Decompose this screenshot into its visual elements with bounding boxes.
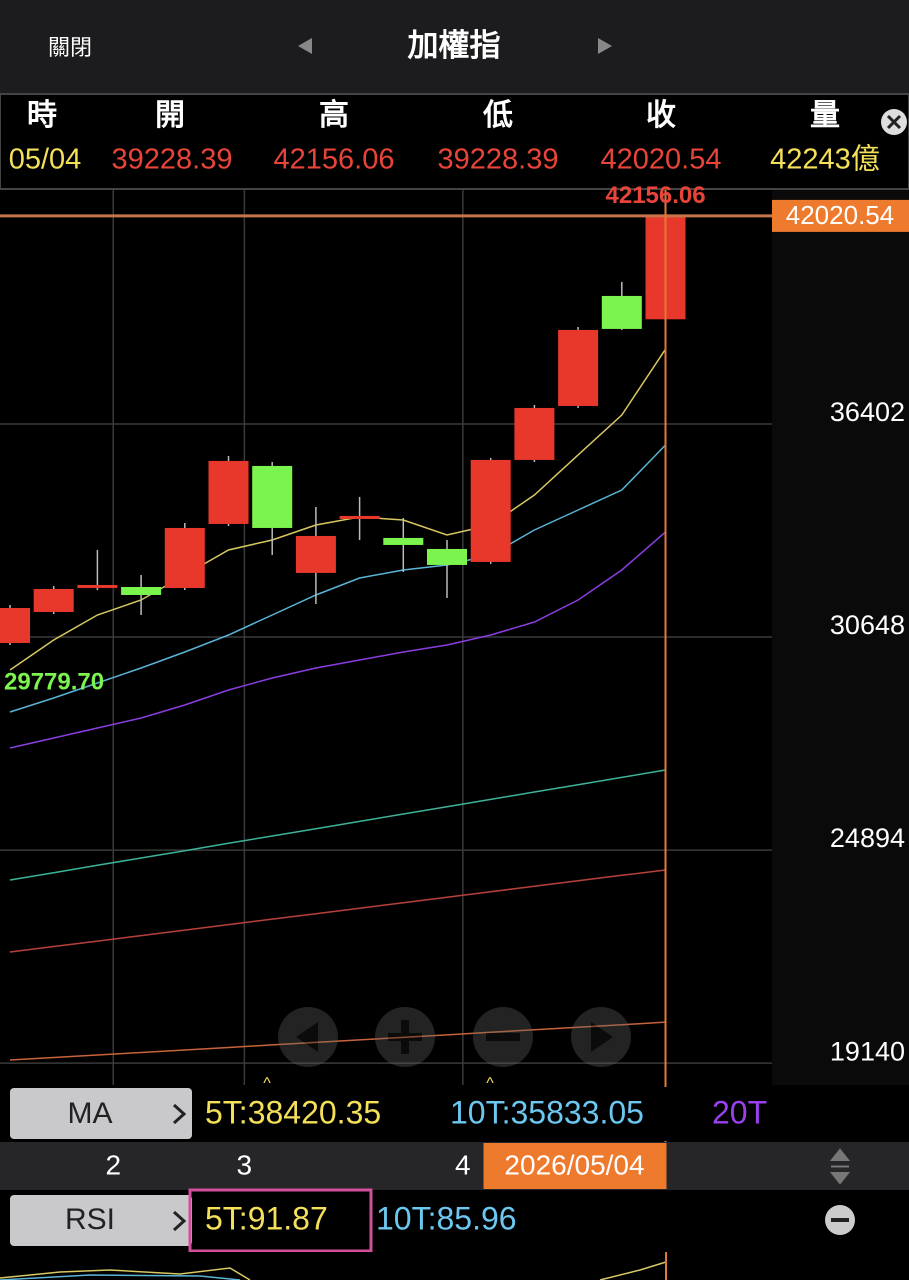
- top-bar: [0, 0, 909, 93]
- quote-value: 42156.06: [274, 144, 395, 176]
- quote-value: 05/04: [9, 144, 82, 176]
- zoom-in-icon: [388, 1020, 422, 1054]
- quote-value: 42243億: [770, 143, 880, 176]
- high-annotation: 42156.06: [606, 182, 706, 209]
- candle-body: [208, 460, 249, 524]
- x-tick-label: 4: [455, 1149, 471, 1180]
- y-tick-label: 30648: [830, 610, 905, 640]
- caret: ^: [486, 1075, 494, 1092]
- resize-handle[interactable]: [829, 1148, 851, 1185]
- candle-body: [33, 588, 74, 612]
- ma-line: [9, 1021, 666, 1061]
- rsi-line: [0, 1267, 251, 1280]
- candle-body: [295, 535, 336, 573]
- highlight-box: [188, 1188, 373, 1253]
- candle-body: [164, 527, 205, 588]
- ma-values: 5T:38420.35 10T:35833.05 20T: [205, 1094, 767, 1130]
- low-annotation: 29779.70: [4, 669, 104, 696]
- rsi-value: 10T:85.96: [376, 1200, 517, 1236]
- scroll-right-icon: [591, 1022, 613, 1052]
- zoom-in[interactable]: [375, 1007, 435, 1067]
- quote-header: 時: [27, 99, 57, 132]
- quote-header: 收: [646, 99, 676, 132]
- rsi-line: [599, 1261, 667, 1280]
- quote-header: 量: [810, 99, 840, 132]
- candle-body: [470, 459, 511, 562]
- last-price-label: 42020.54: [786, 200, 894, 230]
- quote-value: 39228.39: [438, 144, 559, 176]
- quote-header: 高: [319, 99, 349, 132]
- date-axis: [0, 1142, 909, 1190]
- zoom-out[interactable]: [473, 1007, 533, 1067]
- rsi-values: 5T:91.87 10T:85.96: [205, 1200, 517, 1236]
- date-highlight: [483, 1143, 667, 1189]
- last-price-tag: [772, 199, 909, 232]
- dismiss-icon: [886, 114, 902, 130]
- page-title: 加權指: [408, 28, 501, 63]
- x-tick-label: 2026/05/04: [504, 1149, 644, 1180]
- y-tick-label: 36402: [830, 397, 905, 427]
- quote-panel: [0, 93, 909, 190]
- ma-line: [9, 348, 667, 671]
- ma-button[interactable]: [10, 1088, 192, 1139]
- scroll-left-icon: [296, 1022, 318, 1052]
- ma-line: [9, 769, 666, 881]
- rsi-line: [0, 1274, 241, 1280]
- prev-arrow[interactable]: [298, 38, 312, 54]
- overlay: 42020.54 42156.06 29779.70: [0, 182, 909, 1142]
- candle-body: [383, 537, 424, 545]
- ma-line: [9, 444, 667, 713]
- date-labels: 2 3 4 2026/05/04: [105, 1143, 667, 1189]
- ma-chevron: [172, 1103, 187, 1125]
- ma-value: 5T:38420.35: [205, 1094, 381, 1130]
- candle-body: [252, 465, 293, 528]
- candle-body: [601, 295, 642, 329]
- price-axis: [772, 190, 909, 1085]
- scroll-left[interactable]: [278, 1007, 338, 1067]
- quote-value: 42020.54: [601, 144, 722, 176]
- candle-body: [339, 515, 380, 519]
- grid: 19140 24894 30648 36402: [0, 190, 905, 1085]
- candle-body: [0, 607, 30, 643]
- rsi-chevron: [172, 1210, 187, 1232]
- quote-header: 低: [482, 99, 513, 132]
- ma-line: [9, 531, 666, 749]
- caret: ^: [263, 1075, 271, 1092]
- y-tick-label: 24894: [830, 823, 905, 853]
- quote-value: 39228.39: [112, 144, 233, 176]
- candle-body: [514, 407, 555, 460]
- plot: [0, 210, 686, 1061]
- quote-header: 開: [155, 99, 185, 132]
- ma-line: [9, 869, 666, 953]
- scroll-right[interactable]: [571, 1007, 631, 1067]
- next-arrow[interactable]: [598, 38, 612, 54]
- rsi-button[interactable]: [10, 1195, 192, 1246]
- candle-body: [121, 586, 162, 595]
- x-tick-label: 2: [105, 1149, 121, 1180]
- candle-body: [77, 584, 118, 588]
- x-tick-label: 3: [237, 1149, 253, 1180]
- candle-body: [427, 548, 467, 565]
- candle-body: [558, 329, 599, 406]
- close-button[interactable]: 關閉: [48, 35, 92, 60]
- quote-table: 時 開 高 低 收 量 05/04 39228.39 42156.06 39228.39 42020…: [9, 99, 880, 176]
- y-tick-label: 19140: [830, 1036, 905, 1066]
- rsi-value: 5T:91.87: [205, 1200, 328, 1236]
- ma-value: 10T:35833.05: [450, 1094, 644, 1130]
- ma-value: 20T: [712, 1094, 767, 1130]
- zoom-controls: [278, 1007, 631, 1067]
- ma-button-label: MA: [68, 1097, 113, 1130]
- rsi-button-label: RSI: [65, 1203, 115, 1236]
